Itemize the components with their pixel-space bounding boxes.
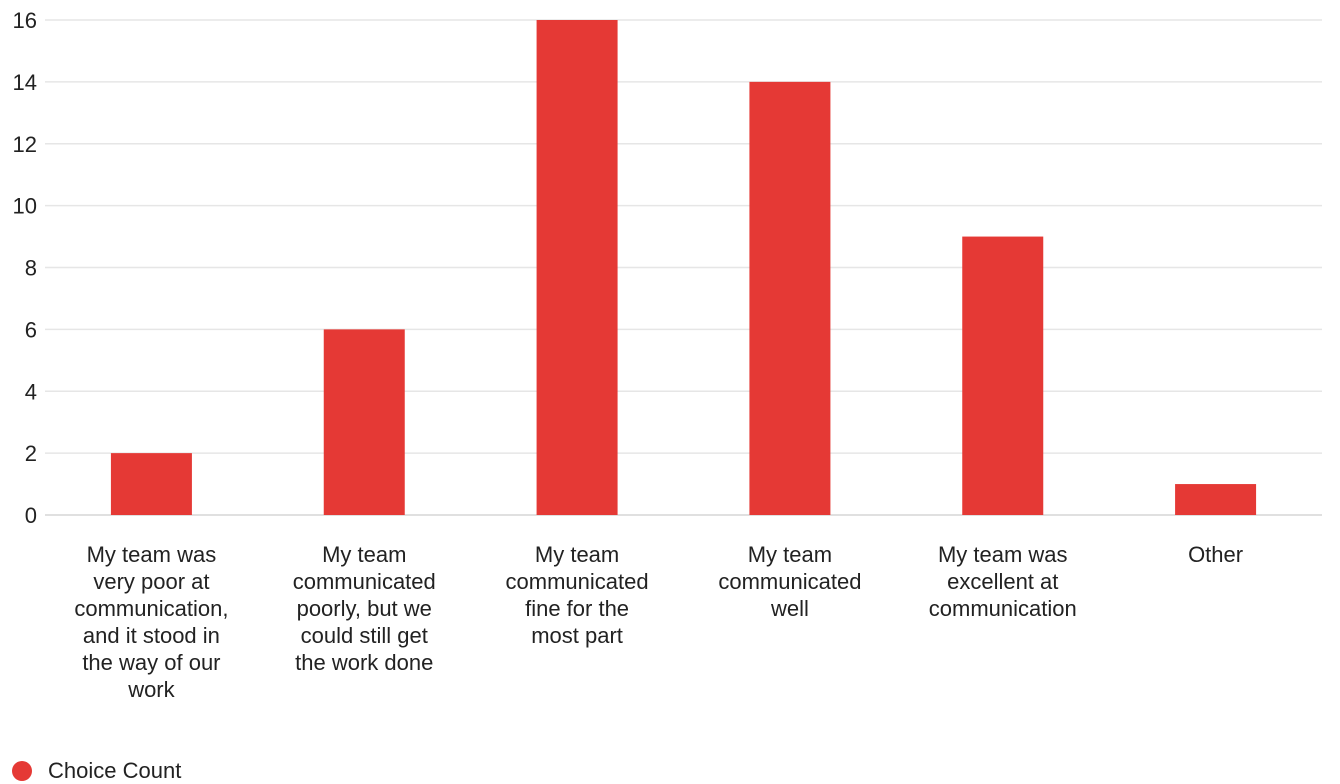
bars [110, 20, 1257, 515]
x-category-label-line: fine for the [525, 596, 629, 621]
x-category-label-line: My team was [938, 542, 1068, 567]
bar [323, 329, 405, 515]
x-category-label-line: My team was [87, 542, 217, 567]
y-tick-label: 12 [13, 132, 37, 157]
y-tick-label: 16 [13, 8, 37, 33]
x-category-label-line: and it stood in [83, 623, 220, 648]
bar [749, 81, 831, 515]
bar [110, 453, 192, 515]
y-tick-label: 10 [13, 194, 37, 219]
x-category-label-line: communication, [74, 596, 228, 621]
x-category-label-line: the work done [295, 650, 433, 675]
x-category-label-line: communicated [293, 569, 436, 594]
x-category-label-line: My team [535, 542, 619, 567]
y-tick-label: 0 [25, 503, 37, 528]
x-category-label: My team was very poor at communication, and… [74, 542, 228, 702]
gridlines [45, 19, 1322, 516]
y-tick-label: 4 [25, 379, 37, 404]
bar [962, 236, 1044, 515]
x-category-label-line: communicated [718, 569, 861, 594]
legend-swatch-choice-count [12, 761, 32, 781]
x-category-label-line: most part [531, 623, 623, 648]
x-category-label-line: communicated [506, 569, 649, 594]
x-category-label: My team was excellent at communication [929, 542, 1077, 621]
x-category-label-line: communication [929, 596, 1077, 621]
legend: Choice Count [12, 758, 182, 783]
x-category-label-line: excellent at [947, 569, 1058, 594]
x-axis-category-labels: My team was very poor at communication, and… [74, 542, 1243, 702]
x-category-label-line: the way of our [82, 650, 220, 675]
bar [1175, 484, 1257, 515]
x-category-label-line: My team [322, 542, 406, 567]
x-category-label-line: could still get [301, 623, 428, 648]
x-category-label-line: Other [1188, 542, 1243, 567]
x-category-label-line: poorly, but we [297, 596, 432, 621]
y-tick-label: 14 [13, 70, 37, 95]
x-category-label-line: very poor at [93, 569, 209, 594]
bar [536, 20, 618, 515]
y-tick-label: 2 [25, 441, 37, 466]
x-category-label-line: well [770, 596, 809, 621]
y-axis-tick-labels: 0 2 4 6 8 10 12 14 16 [13, 8, 37, 528]
x-category-label: Other [1188, 542, 1243, 567]
legend-label-choice-count: Choice Count [48, 758, 182, 783]
x-category-label-line: My team [748, 542, 832, 567]
y-tick-label: 8 [25, 256, 37, 281]
x-category-label: My team communicated well [718, 542, 861, 621]
x-category-label-line: work [127, 677, 175, 702]
x-category-label: My team communicated poorly, but we could s… [293, 542, 436, 675]
y-tick-label: 6 [25, 317, 37, 342]
x-category-label: My team communicated fine for the most part [506, 542, 649, 648]
